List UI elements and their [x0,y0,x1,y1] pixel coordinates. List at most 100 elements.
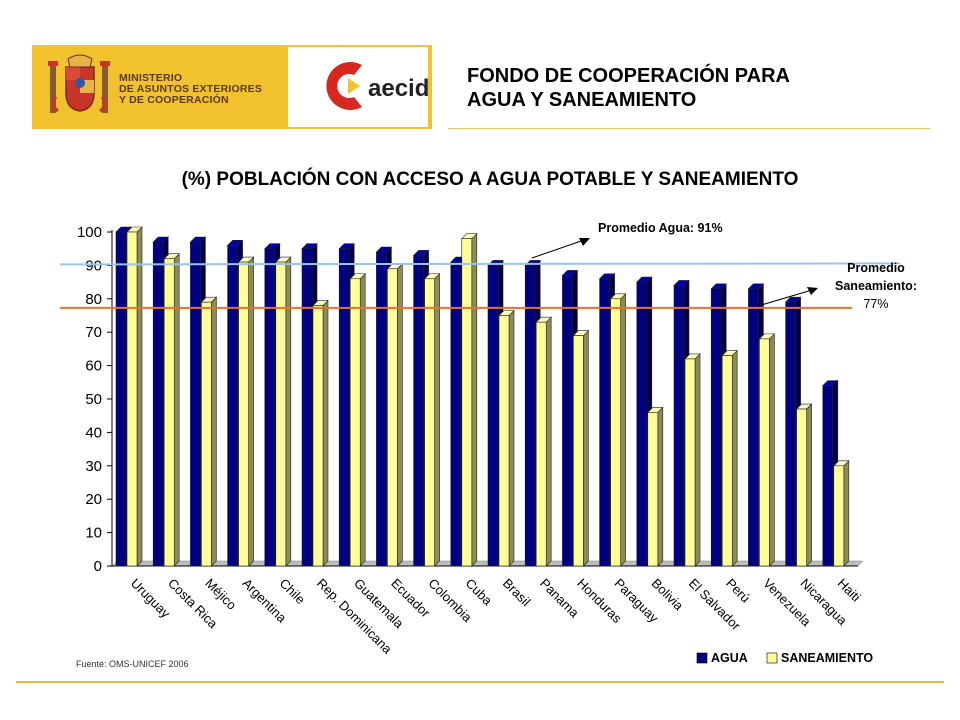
bar-saneamiento-side [583,329,589,567]
bar-agua [562,275,573,567]
aecid-logo: aecid [288,47,430,127]
bar-saneamiento-side [843,460,850,567]
fund-title: FONDO DE COOPERACIÓN PARA AGUA Y SANEAMI… [467,64,927,112]
bar-saneamiento [163,258,175,567]
bar-agua [264,248,276,567]
chart-title: (%) POBLACIÓN CON ACCESO A AGUA POTABLE … [181,169,799,190]
ministry-line-3: Y DE COOPERACIÓN [119,94,229,106]
ministry-logo-banner: MINISTERIO DE ASUNTOS EXTERIORES Y DE CO… [32,45,432,129]
sanitation-average-arrowhead [807,287,818,295]
y-tick-label: 100 [77,224,102,241]
y-tick-label: 30 [85,458,102,475]
y-tick-label: 50 [85,391,102,408]
bar-agua [785,301,796,567]
bar-saneamiento-side [211,296,217,567]
bar-agua [748,288,759,567]
bar-agua [338,248,350,567]
bar-saneamiento-side [620,293,626,567]
x-tick-label: Haiti [835,576,864,605]
bar-agua [636,281,648,567]
bar-agua [190,241,201,567]
bar-saneamiento [349,278,361,567]
bar-agua [450,261,462,567]
bar-saneamiento-side [694,353,701,567]
bar-saneamiento-side [136,226,143,567]
bar-saneamiento-side [322,299,329,567]
x-tick-label: Chile [277,576,309,608]
bar-saneamiento-side [545,316,552,567]
ministry-line-2: DE ASUNTOS EXTERIORES [119,83,263,95]
sanitation-average-arrow [757,289,813,307]
bar-agua [152,241,164,567]
y-tick-label: 20 [85,491,102,508]
bar-saneamiento [238,261,249,567]
bar-saneamiento-side [434,273,440,567]
bar-saneamiento [796,408,807,567]
bar-saneamiento-side [397,263,403,567]
header-divider [448,128,930,129]
source-note: Fuente: OMS-UNICEF 2006 [76,659,189,669]
y-tick-label: 90 [85,257,102,274]
coat-of-arms-icon [48,54,110,113]
aecid-c-icon [326,62,362,110]
bar-saneamiento-side [248,256,254,567]
ministry-name: MINISTERIO DE ASUNTOS EXTERIORES Y DE CO… [119,73,289,106]
x-tick-label: Brasil [500,576,534,610]
bar-saneamiento [573,335,584,567]
bar-saneamiento-side [657,406,664,567]
bar-saneamiento [759,338,770,567]
bar-saneamiento [126,231,138,567]
agency-name: aecid [368,75,430,102]
bar-agua [524,265,536,567]
bar-saneamiento-side [471,232,478,567]
x-tick-label: Cuba [463,576,496,609]
sanitation-average-label: 77% [863,297,888,311]
bar-agua [227,245,238,567]
footer-divider [16,681,944,683]
bar-agua [673,285,685,567]
bar-saneamiento [201,301,212,567]
water-average-arrowhead [579,238,590,246]
fund-title-line-1: FONDO DE COOPERACIÓN PARA [467,65,790,87]
ministry-line-1: MINISTERIO [119,72,183,84]
sanitation-average-label: Saneamiento: [835,279,917,293]
water-average-line [59,262,901,266]
sanitation-average-label: Promedio [847,261,905,275]
bar-saneamiento [461,238,473,567]
bar-saneamiento [535,321,547,567]
bar-saneamiento-side [285,256,292,567]
x-tick-label: Perú [723,576,753,606]
bar-saneamiento [275,261,287,567]
bar-saneamiento [498,315,510,567]
bar-saneamiento [833,465,845,567]
y-tick-label: 0 [94,558,102,575]
water-average-arrow [531,239,585,259]
bar-agua [376,251,387,567]
bar-agua [599,278,610,567]
y-tick-label: 60 [85,358,102,375]
legend-label-saneamiento: SANEAMIENTO [781,651,873,665]
bar-agua [822,385,834,567]
bar-agua [301,248,313,567]
bar-saneamiento-side [731,349,738,567]
y-tick-label: 10 [85,525,102,542]
bar-saneamiento [387,268,398,567]
bar-agua [710,288,722,567]
water-average-label: Promedio Agua: 91% [598,221,723,235]
x-tick-label: Panama [537,576,582,621]
bar-saneamiento-side [359,273,366,567]
bar-agua [115,231,127,567]
y-tick-label: 40 [85,424,102,441]
legend-swatch-agua [696,652,708,664]
bar-agua [413,255,424,567]
bar-saneamiento [610,298,621,567]
bar-saneamiento-side [173,252,180,567]
y-tick-label: 70 [85,324,102,341]
bar-saneamiento [721,355,733,567]
bar-saneamiento-side [769,333,775,567]
legend-swatch-saneamiento [766,652,778,664]
bar-saneamiento [684,358,696,567]
bar-saneamiento [647,412,659,567]
bar-saneamiento-side [806,403,812,567]
y-tick-label: 80 [85,291,102,308]
